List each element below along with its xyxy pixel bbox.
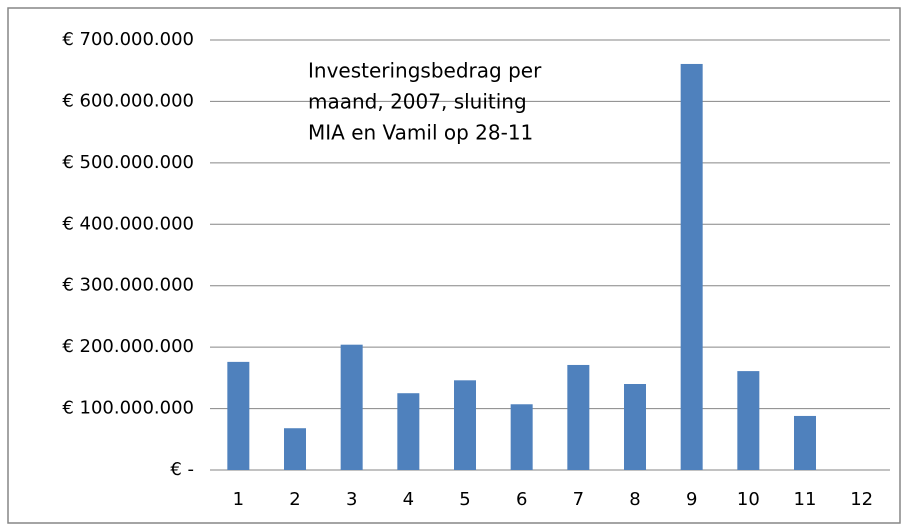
x-tick-label: 10 bbox=[737, 489, 760, 510]
y-tick-label: € 200.000.000 bbox=[62, 336, 194, 357]
bar bbox=[737, 371, 760, 470]
bar bbox=[454, 380, 476, 470]
y-tick-label: € 500.000.000 bbox=[62, 152, 194, 173]
x-tick-label: 12 bbox=[850, 489, 873, 510]
x-tick-label: 7 bbox=[573, 489, 584, 510]
bar bbox=[340, 344, 363, 470]
bar bbox=[284, 428, 306, 470]
y-tick-label: € 700.000.000 bbox=[62, 29, 194, 50]
y-tick-label: € 600.000.000 bbox=[62, 90, 194, 111]
bar bbox=[624, 384, 646, 470]
x-tick-label: 6 bbox=[516, 489, 527, 510]
chart-title: maand, 2007, sluiting bbox=[308, 90, 527, 114]
x-tick-label: 8 bbox=[629, 489, 640, 510]
bar bbox=[794, 415, 816, 470]
x-tick-label: 5 bbox=[459, 489, 470, 510]
x-tick-label: 2 bbox=[289, 489, 300, 510]
x-tick-label: 4 bbox=[403, 489, 414, 510]
y-tick-label: € 300.000.000 bbox=[62, 275, 194, 296]
x-tick-label: 9 bbox=[686, 489, 697, 510]
bar bbox=[510, 404, 533, 470]
bar bbox=[567, 364, 590, 470]
bar bbox=[680, 63, 703, 470]
y-tick-label: € 400.000.000 bbox=[62, 213, 194, 234]
x-tick-label: 1 bbox=[233, 489, 244, 510]
x-tick-label: 11 bbox=[794, 489, 817, 510]
bar bbox=[227, 361, 250, 470]
y-tick-label: € 100.000.000 bbox=[62, 398, 194, 419]
chart-title: Investeringsbedrag per bbox=[308, 59, 542, 83]
y-tick-label: € - bbox=[170, 459, 194, 480]
chart-title: MIA en Vamil op 28-11 bbox=[308, 121, 533, 145]
x-tick-label: 3 bbox=[346, 489, 357, 510]
bar bbox=[397, 393, 420, 470]
